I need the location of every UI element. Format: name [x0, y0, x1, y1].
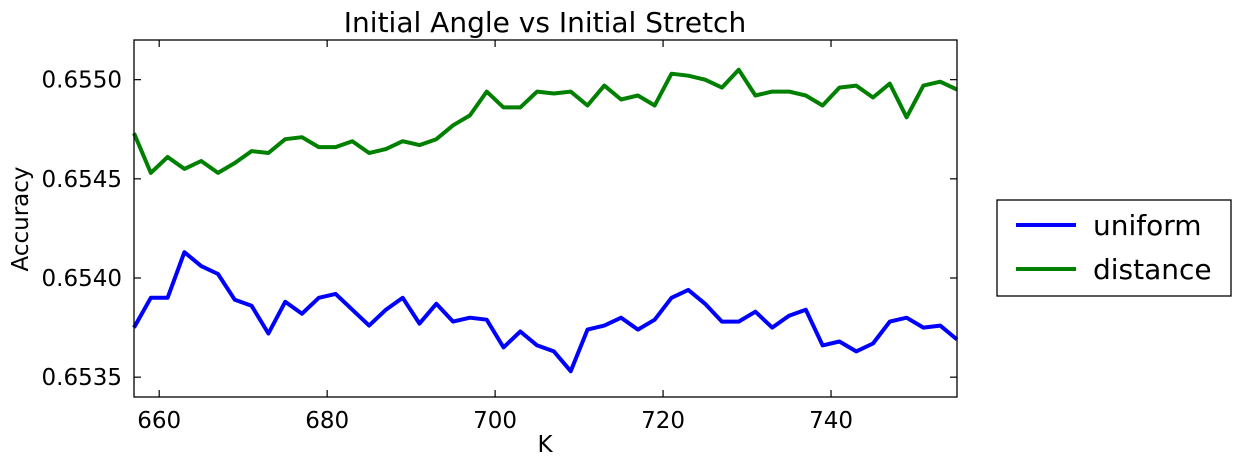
y-tick-label: 0.6535: [42, 365, 122, 391]
x-tick-label: 700: [473, 408, 517, 434]
y-tick-label: 0.6550: [42, 68, 122, 94]
plot-frame: [133, 39, 958, 398]
series-line-distance: [132, 67, 958, 175]
legend-box: [996, 199, 1232, 297]
legend: uniform distance: [996, 199, 1232, 297]
y-tick-label: 0.6540: [42, 266, 122, 292]
x-tick-label: 740: [809, 408, 853, 434]
x-tick-label: 660: [137, 408, 181, 434]
legend-label-uniform: uniform: [1093, 209, 1202, 242]
series-layer: [132, 67, 959, 374]
y-axis-label: Accuracy: [8, 166, 34, 271]
x-tick-label: 680: [305, 408, 349, 434]
x-axis-label: K: [537, 432, 553, 458]
chart-title: Initial Angle vs Initial Stretch: [344, 6, 746, 39]
ticks-layer: 660 680 700 720 740 0.6535 0.6540 0.6545 0.6550: [42, 40, 957, 434]
series-line-uniform: [132, 250, 959, 374]
x-tick-label: 720: [641, 408, 685, 434]
y-tick-label: 0.6545: [42, 167, 122, 193]
legend-label-distance: distance: [1093, 253, 1212, 286]
